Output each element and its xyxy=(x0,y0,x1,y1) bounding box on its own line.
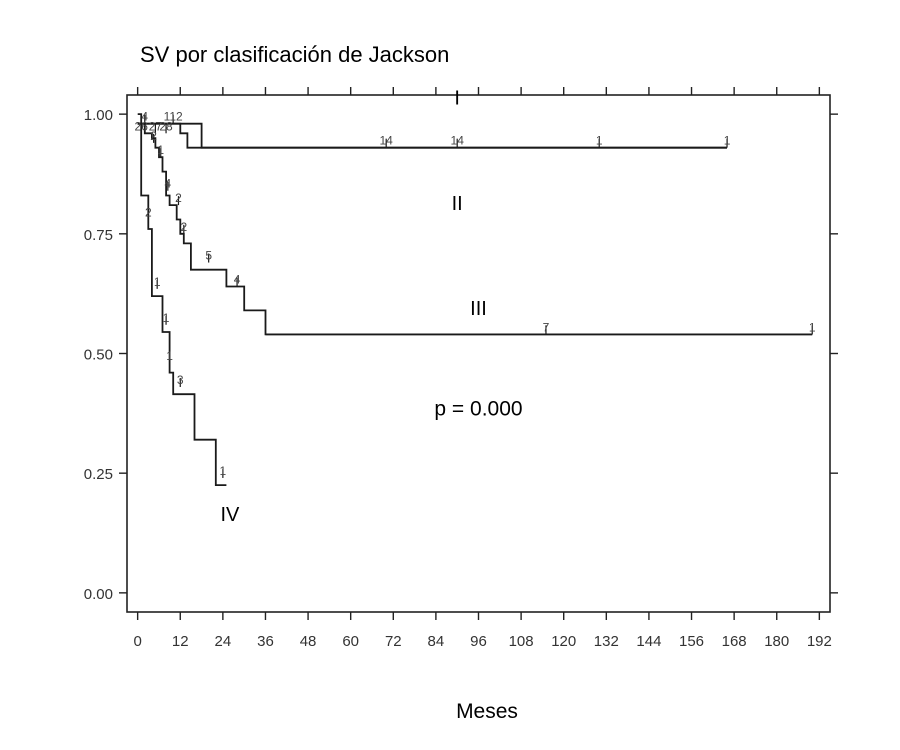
at-risk-label: 1 xyxy=(166,349,173,363)
at-risk-label: 5 xyxy=(205,249,212,263)
at-risk-label: 2 xyxy=(145,205,152,219)
at-risk-label: 1 xyxy=(809,320,816,334)
at-risk-label: 2 xyxy=(175,191,182,205)
y-tick-label: 0.50 xyxy=(84,347,113,364)
y-tick-label: 1.00 xyxy=(84,107,113,124)
x-tick-label: 120 xyxy=(551,633,576,650)
x-tick-label: 168 xyxy=(722,633,747,650)
x-tick-label: 132 xyxy=(594,633,619,650)
x-tick-label: 156 xyxy=(679,633,704,650)
x-tick-label: 192 xyxy=(807,633,832,650)
survival-curve-IV xyxy=(137,113,227,486)
survival-curve-I xyxy=(137,122,727,149)
at-risk-label: 14 xyxy=(451,134,465,148)
group-label-III: III xyxy=(470,298,487,320)
at-risk-label: 1 xyxy=(163,311,170,325)
x-tick-label: 108 xyxy=(509,633,534,650)
at-risk-label: 1 xyxy=(724,134,731,148)
x-tick-label: 48 xyxy=(300,633,317,650)
group-label-IV: IV xyxy=(221,504,241,526)
at-risk-label: 4 xyxy=(164,177,171,191)
p-value-annotation: p = 0.000 xyxy=(434,398,522,421)
y-tick-label: 0.75 xyxy=(84,227,113,244)
x-axis-label: Meses xyxy=(456,700,518,723)
x-tick-label: 180 xyxy=(764,633,789,650)
at-risk-label: 26 xyxy=(135,119,149,133)
at-risk-label: 2 xyxy=(180,220,187,234)
x-tick-label: 24 xyxy=(215,633,232,650)
y-tick-label: 0.00 xyxy=(84,586,113,603)
group-label-II: II xyxy=(452,193,463,215)
x-tick-label: 144 xyxy=(636,633,661,650)
x-tick-label: 60 xyxy=(342,633,359,650)
at-risk-label: 4 xyxy=(234,272,241,286)
chart-title: SV por clasificación de Jackson xyxy=(140,42,449,67)
x-axis: 0 12 24 36 48 60 72 84 96 108 120 132 144 156 168 180 19… xyxy=(133,87,832,650)
at-risk-label: 1 xyxy=(596,134,603,148)
survival-curves xyxy=(137,113,813,486)
at-risk-label: 2 xyxy=(150,129,157,143)
x-tick-label: 96 xyxy=(470,633,487,650)
at-risk-label: 28 xyxy=(159,119,173,133)
survival-curve-I xyxy=(137,122,727,149)
x-tick-label: 36 xyxy=(257,633,274,650)
plot-frame xyxy=(126,94,831,613)
at-risk-label: 1 xyxy=(157,143,164,157)
x-tick-label: 12 xyxy=(172,633,189,650)
y-axis: 0.00 0.25 0.50 0.75 1.00 xyxy=(84,107,838,603)
plot-border xyxy=(126,94,831,613)
at-risk-label: 112 xyxy=(164,110,183,124)
at-risk-label: 14 xyxy=(380,134,394,148)
x-tick-label: 0 xyxy=(133,633,141,650)
x-tick-label: 84 xyxy=(428,633,445,650)
y-tick-label: 0.25 xyxy=(84,466,113,483)
x-tick-label: 72 xyxy=(385,633,402,650)
at-risk-label: 1 xyxy=(154,275,161,289)
at-risk-label: 4 xyxy=(141,110,148,124)
at-risk-label: 27 xyxy=(149,119,163,133)
survival-curve-II xyxy=(137,122,813,336)
at-risk-label: 7 xyxy=(543,320,550,334)
at-risk-label: 1 xyxy=(220,464,227,478)
group-label-I: I xyxy=(454,88,460,110)
at-risk-label: 3 xyxy=(177,373,184,387)
